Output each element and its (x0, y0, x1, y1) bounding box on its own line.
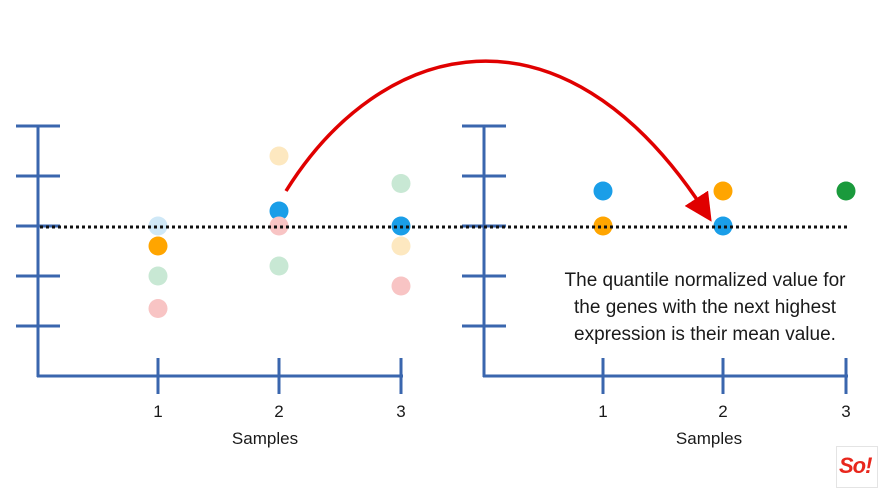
x-tick-label: 3 (396, 402, 405, 421)
data-point (269, 201, 289, 221)
data-point (148, 266, 168, 286)
right-points (593, 181, 856, 236)
data-point (269, 256, 289, 276)
data-point (148, 299, 168, 318)
logo-text: So! (839, 453, 872, 478)
left-panel: 1 2 3 Samples (16, 124, 411, 448)
x-tick-label: 2 (274, 402, 283, 421)
data-point (391, 276, 411, 296)
caption-text: The quantile normalized value for the ge… (540, 267, 870, 348)
x-tick-label: 3 (841, 402, 850, 421)
data-point (391, 236, 411, 256)
right-x-axis-label: Samples (676, 429, 742, 448)
x-tick-label: 1 (598, 402, 607, 421)
right-panel: 1 2 3 Samples (462, 124, 856, 448)
statquest-logo: So! (836, 446, 878, 488)
left-points (148, 146, 411, 318)
curved-arrow (284, 59, 712, 222)
x-tick-label: 1 (153, 402, 162, 421)
caption-line-1: The quantile normalized value for (564, 270, 846, 291)
data-point (713, 216, 733, 236)
data-point (593, 216, 613, 236)
data-point (593, 181, 613, 201)
x-tick-label: 2 (718, 402, 727, 421)
right-tick-labels: 1 2 3 (598, 402, 850, 421)
data-point (269, 216, 289, 236)
data-point (269, 146, 289, 166)
data-point (836, 181, 856, 201)
data-point (148, 236, 168, 256)
data-point (391, 174, 411, 193)
left-tick-labels: 1 2 3 (153, 402, 405, 421)
left-axes (16, 124, 403, 394)
data-point (148, 216, 168, 236)
caption-line-3: expression is their mean value. (574, 324, 836, 345)
left-x-axis-label: Samples (232, 429, 298, 448)
caption-line-2: the genes with the next highest (574, 297, 836, 318)
right-axes (462, 124, 848, 394)
data-point (713, 181, 733, 201)
